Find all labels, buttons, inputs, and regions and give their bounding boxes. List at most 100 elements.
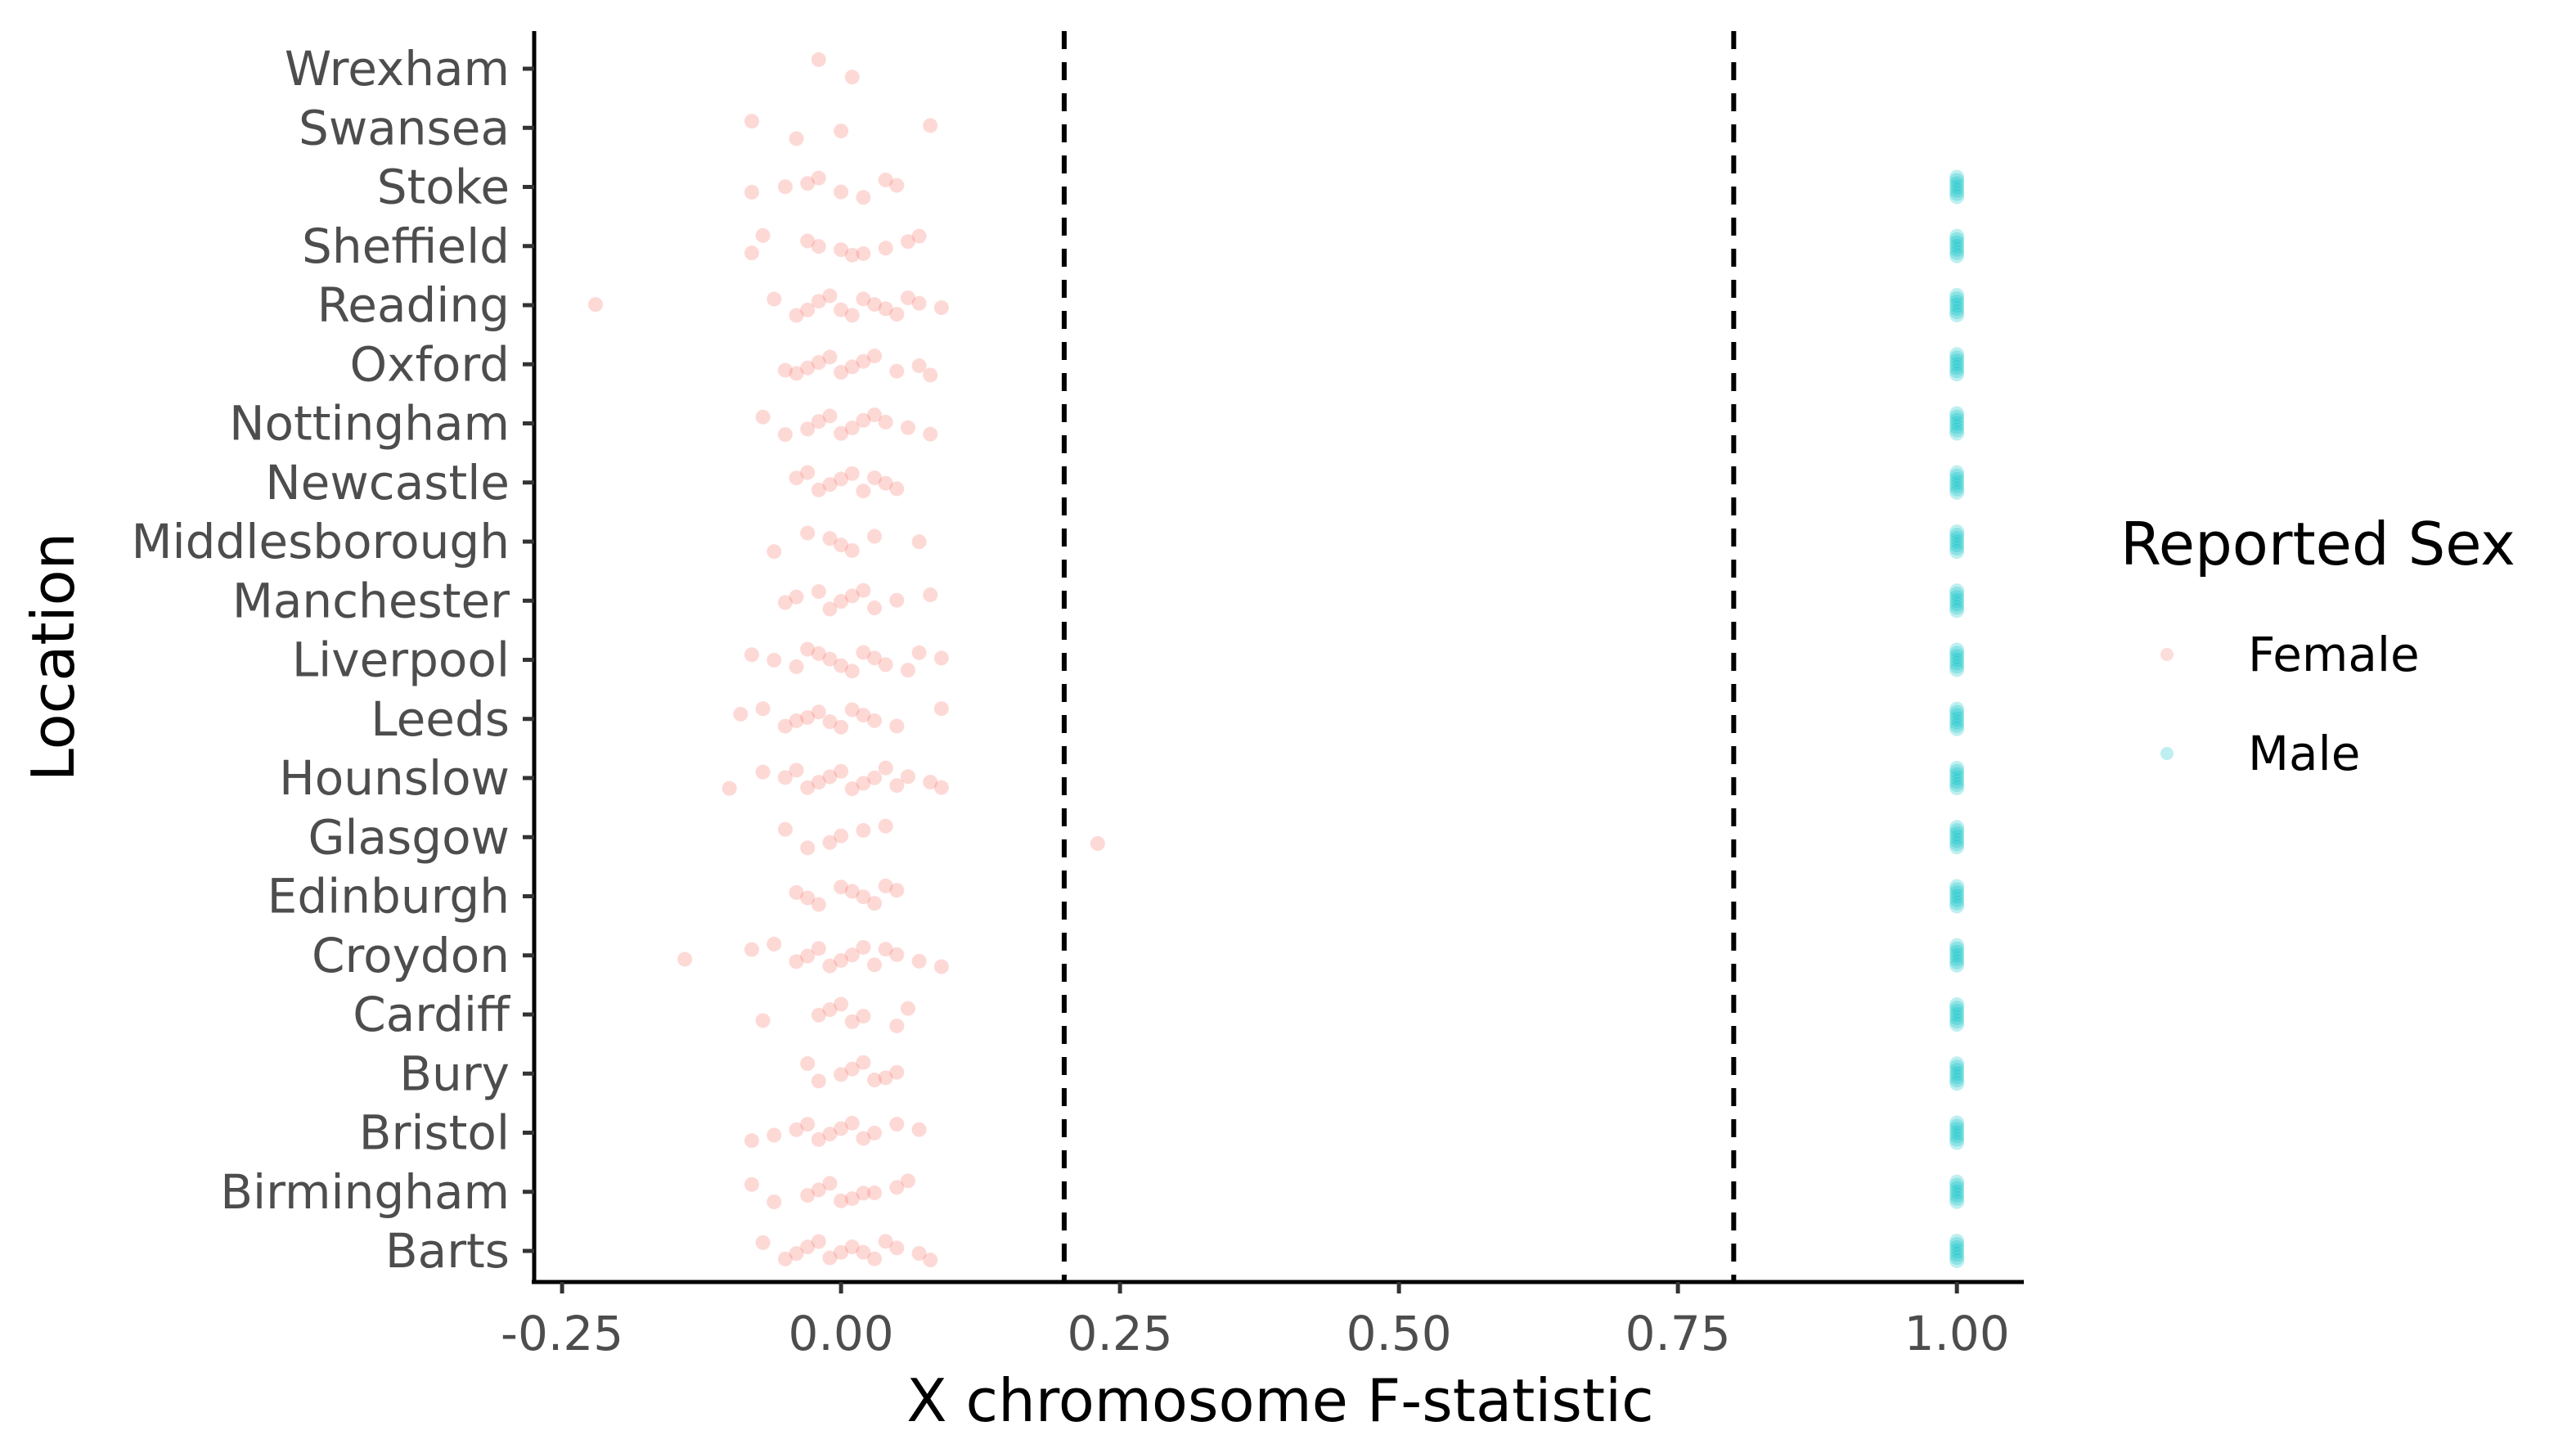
data-point-female [911,953,927,969]
x-tick-label: 0.00 [789,1306,894,1361]
data-point-female [800,641,816,657]
data-point-male [1949,173,1965,188]
data-point-female [900,1001,915,1016]
data-point-female [777,821,793,837]
data-point-female [856,1055,871,1070]
data-point-female [878,241,893,256]
legend-key-female [2160,648,2174,661]
data-point-female [878,942,893,957]
data-point-female [811,1131,826,1147]
data-point-female [923,774,938,789]
data-point-female [889,718,905,734]
data-point-male [1949,538,1965,552]
legend-label-male: Male [2248,726,2360,781]
data-point-male [1949,1174,1965,1190]
data-point-female [878,301,893,317]
data-point-female [789,1246,804,1262]
data-point-female [789,884,804,900]
data-point-male [1949,1181,1965,1196]
data-point-male [1949,714,1965,730]
data-point-female [878,818,893,834]
data-point-female [923,367,938,383]
data-point-male [1949,1069,1965,1085]
data-point-male [1949,179,1965,195]
data-point-male [1949,662,1965,677]
data-point-female [834,1193,849,1208]
data-point-male [1949,534,1965,549]
data-point-female [834,242,849,258]
data-point-female [867,349,883,364]
data-point-male [1949,957,1965,973]
data-point-male [1949,531,1965,546]
data-point-female [800,840,816,856]
data-point-male [1949,248,1965,263]
y-tick-label: Birmingham [220,1164,510,1220]
data-point-female [834,719,849,735]
data-point-male [1949,642,1965,658]
data-point-male [1949,1010,1965,1025]
data-point-female [911,534,927,550]
data-point-male [1949,1073,1965,1088]
data-point-female [822,834,838,850]
data-point-female [911,228,927,244]
data-point-female [744,114,759,129]
data-point-female [856,245,871,261]
data-point-female [822,531,838,547]
data-point-male [1949,947,1965,963]
data-point-female [800,360,816,376]
data-point-male [1949,764,1965,779]
data-point-female [777,427,793,443]
data-point-female [822,1127,838,1142]
legend-key-male [2160,747,2174,760]
data-point-male [1949,761,1965,776]
data-point-female [933,959,949,974]
data-point-female [889,307,905,322]
data-point-male [1949,767,1965,782]
data-point-male [1949,1066,1965,1082]
data-point-female [900,234,915,250]
x-tick-label: 1.00 [1904,1306,2010,1361]
data-point-female [811,584,826,600]
data-point-female [822,714,838,730]
data-point-female [867,957,883,973]
data-point-male [1949,422,1965,438]
data-point-female [789,470,804,486]
data-point-female [933,650,949,666]
data-point-male [1949,478,1965,493]
data-point-female [722,780,737,796]
data-point-female [733,706,749,722]
data-point-female [889,1240,905,1256]
y-axis-title: Location [19,533,88,782]
data-point-female [822,1002,838,1018]
data-point-female [844,542,860,558]
data-point-male [1949,1237,1965,1252]
data-point-female [744,647,759,663]
data-point-female [856,645,871,660]
data-point-male [1949,468,1965,484]
data-point-male [1949,820,1965,835]
data-point-female [900,663,915,678]
data-point-male [1949,301,1965,316]
data-point-male [1949,704,1965,720]
data-point-female [777,770,793,785]
data-point-male [1949,836,1965,852]
data-point-male [1949,412,1965,428]
data-point-male [1949,544,1965,559]
data-point-female [811,482,826,497]
data-point-female [767,291,782,307]
data-point-female [911,1246,927,1262]
data-point-male [1949,1244,1965,1258]
data-point-male [1949,583,1965,599]
data-point-female [889,1064,905,1080]
data-point-female [856,708,871,723]
data-point-male [1949,1004,1965,1019]
data-point-female [867,896,883,911]
data-point-female [856,190,871,205]
data-point-female [767,652,782,668]
data-point-female [822,1250,838,1266]
y-tick-label: Wrexham [285,41,510,97]
x-tick-label: 0.50 [1346,1306,1452,1361]
data-point-male [1949,1128,1965,1144]
